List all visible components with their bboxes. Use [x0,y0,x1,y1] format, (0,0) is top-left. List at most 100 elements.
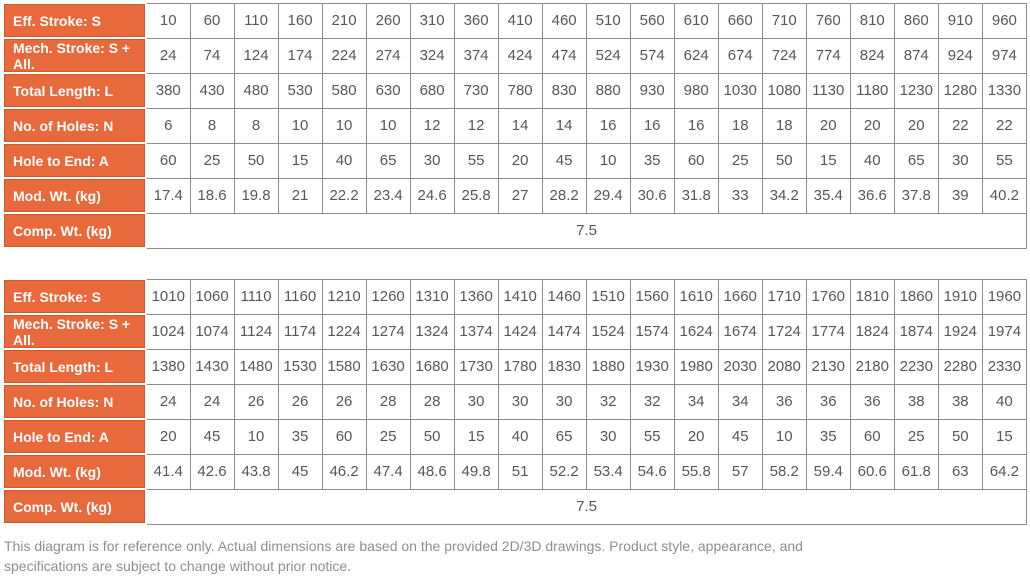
row-header-cell: Mech. Stroke: S + All. [2,37,147,74]
data-cell: 31.8 [673,177,719,214]
data-cell: 1080 [761,72,807,109]
data-cell: 64.2 [981,453,1028,490]
data-cell: 12 [453,107,499,144]
data-cell: 974 [981,37,1028,74]
data-cell: 1560 [629,278,675,315]
data-cell: 1580 [321,348,367,385]
data-cell: 1060 [189,278,235,315]
data-cell: 60 [321,418,367,455]
data-cell: 1924 [937,313,983,350]
data-cell: 2130 [805,348,851,385]
data-cell: 49.8 [453,453,499,490]
data-cell: 1474 [541,313,587,350]
data-cell: 53.4 [585,453,631,490]
data-cell: 16 [629,107,675,144]
data-cell: 60 [673,142,719,179]
data-cell: 32 [629,383,675,420]
data-cell: 1174 [277,313,323,350]
data-cell: 474 [541,37,587,74]
data-cell: 55 [629,418,675,455]
data-cell: 1730 [453,348,499,385]
table-row: Mech. Stroke: S + All. 24 74 124 174 224 274 32… [2,37,1028,74]
data-cell: 480 [233,72,279,109]
table-row: Comp. Wt. (kg) 7.5 [2,212,1027,249]
data-cell: 50 [233,142,279,179]
data-cell: 1710 [761,278,807,315]
data-cell: 27 [497,177,543,214]
data-cell: 20 [893,107,939,144]
data-cell: 26 [321,383,367,420]
data-cell: 1410 [497,278,543,315]
table-row: No. of Holes: N 24 24 26 26 26 28 28 30 30 30 32 32 3… [2,383,1028,420]
merged-data-cell: 7.5 [145,212,1027,249]
data-cell: 25 [893,418,939,455]
data-cell: 274 [365,37,411,74]
data-cell: 424 [497,37,543,74]
data-cell: 780 [497,72,543,109]
data-cell: 510 [585,2,631,39]
data-cell: 43.8 [233,453,279,490]
data-cell: 16 [585,107,631,144]
data-cell: 35 [629,142,675,179]
data-cell: 22 [981,107,1028,144]
data-cell: 1510 [585,278,631,315]
data-cell: 10 [585,142,631,179]
data-cell: 574 [629,37,675,74]
data-cell: 14 [497,107,543,144]
data-cell: 36.6 [849,177,895,214]
data-cell: 1524 [585,313,631,350]
data-cell: 874 [893,37,939,74]
data-cell: 810 [849,2,895,39]
data-cell: 60.6 [849,453,895,490]
data-cell: 1974 [981,313,1028,350]
data-cell: 40 [497,418,543,455]
data-cell: 32 [585,383,631,420]
data-cell: 774 [805,37,851,74]
data-cell: 1824 [849,313,895,350]
row-header-cell: Mod. Wt. (kg) [2,177,147,214]
data-cell: 210 [321,2,367,39]
data-cell: 830 [541,72,587,109]
data-cell: 50 [409,418,455,455]
data-cell: 50 [937,418,983,455]
data-cell: 46.2 [321,453,367,490]
data-cell: 22 [937,107,983,144]
data-cell: 630 [365,72,411,109]
data-cell: 110 [233,2,279,39]
data-cell: 65 [541,418,587,455]
data-cell: 35.4 [805,177,851,214]
table-row: Mech. Stroke: S + All. 1024 1074 1124 1174 12… [2,313,1028,350]
data-cell: 30 [541,383,587,420]
data-cell: 1160 [277,278,323,315]
data-cell: 10 [145,2,191,39]
data-cell: 24.6 [409,177,455,214]
data-cell: 1574 [629,313,675,350]
data-cell: 36 [849,383,895,420]
data-cell: 1374 [453,313,499,350]
data-cell: 1180 [849,72,895,109]
table-row: Mod. Wt. (kg) 41.4 42.6 43.8 45 46.2 47.4 48.6 4… [2,453,1028,490]
row-header-cell: Eff. Stroke: S [2,278,147,315]
table-row: Total Length: L 1380 1430 1480 1530 1580 1630 1… [2,348,1028,385]
data-cell: 260 [365,2,411,39]
data-cell: 20 [145,418,191,455]
data-cell: 760 [805,2,851,39]
data-cell: 674 [717,37,763,74]
data-cell: 30.6 [629,177,675,214]
data-cell: 45 [189,418,235,455]
data-cell: 21 [277,177,323,214]
data-cell: 37.8 [893,177,939,214]
data-cell: 580 [321,72,367,109]
data-cell: 324 [409,37,455,74]
data-cell: 47.4 [365,453,411,490]
data-cell: 380 [145,72,191,109]
table-row: Comp. Wt. (kg) 7.5 [2,488,1027,525]
data-cell: 624 [673,37,719,74]
data-cell: 26 [233,383,279,420]
table-row: No. of Holes: N 6 8 8 10 10 10 12 12 14 14 16 16 16 18… [2,107,1028,144]
data-cell: 1330 [981,72,1028,109]
data-cell: 23.4 [365,177,411,214]
data-cell: 1630 [365,348,411,385]
data-cell: 1310 [409,278,455,315]
